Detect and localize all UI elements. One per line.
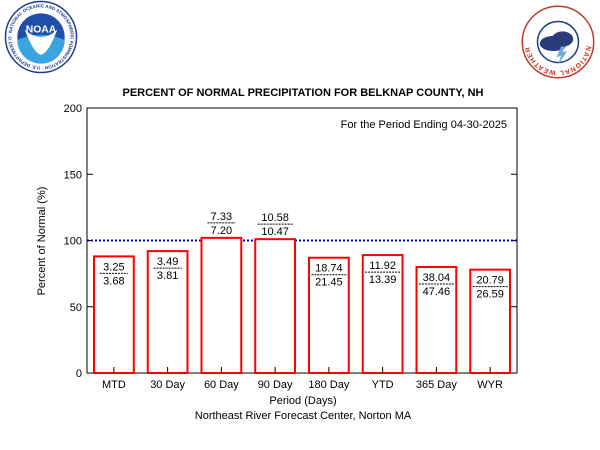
observed-precip-label: 20.79 xyxy=(476,275,504,287)
y-axis: 0 50 100 150 200 xyxy=(64,103,517,380)
bar xyxy=(361,254,404,374)
normal-precip-label: 21.45 xyxy=(315,277,343,289)
y-tick-label: 150 xyxy=(64,169,82,181)
observed-precip-label: 3.25 xyxy=(103,261,124,273)
x-tick-label: MTD xyxy=(102,379,126,391)
observed-precip-label: 18.74 xyxy=(315,263,343,275)
bar xyxy=(92,255,135,374)
bar-series: 3.25 3.68 3.49 3.81 7.33 7.20 10.58 10.47 18.74 2… xyxy=(92,211,512,375)
x-tick-label: WYR xyxy=(477,379,503,391)
normal-precip-label: 3.68 xyxy=(103,275,124,287)
noaa-center-text: NOAA xyxy=(26,25,57,36)
normal-precip-label: 13.39 xyxy=(369,274,397,286)
observed-precip-label: 10.58 xyxy=(261,212,289,224)
chart-title: PERCENT OF NORMAL PRECIPITATION FOR BELK… xyxy=(123,87,484,99)
observed-precip-label: 3.49 xyxy=(157,256,178,268)
bar xyxy=(254,238,297,374)
observed-precip-label: 11.92 xyxy=(369,260,396,272)
bar xyxy=(200,236,243,374)
x-axis: MTD 30 Day 60 Day 90 Day 180 Day YTD 365 Day WY… xyxy=(102,367,503,391)
noaa-logo: NATIONAL OCEANIC AND ATMOSPHERIC ADMINIS… xyxy=(4,0,78,74)
x-tick-label: 90 Day xyxy=(258,379,293,391)
bar xyxy=(415,266,458,374)
bar xyxy=(307,256,350,375)
observed-precip-label: 7.33 xyxy=(211,211,232,223)
x-tick-label: 60 Day xyxy=(204,379,239,391)
source-credit: Northeast River Forecast Center, Norton … xyxy=(195,410,412,422)
x-tick-label: 365 Day xyxy=(416,379,457,391)
y-axis-label: Percent of Normal (%) xyxy=(36,187,48,296)
normal-precip-label: 47.46 xyxy=(423,286,451,298)
normal-precip-label: 26.59 xyxy=(476,289,504,301)
y-tick-label: 50 xyxy=(70,302,82,314)
observed-precip-label: 38.04 xyxy=(423,272,451,284)
x-tick-label: 180 Day xyxy=(308,379,349,391)
nws-logo: NATIONAL WEATHER SERVICE xyxy=(520,4,595,79)
y-tick-label: 0 xyxy=(76,368,82,380)
x-tick-label: YTD xyxy=(372,379,394,391)
normal-precip-label: 3.81 xyxy=(157,270,178,282)
x-tick-label: 30 Day xyxy=(150,379,185,391)
x-axis-label: Period (Days) xyxy=(269,395,336,407)
period-annotation: For the Period Ending 04-30-2025 xyxy=(341,119,507,131)
normal-precip-label: 7.20 xyxy=(211,225,232,237)
bar xyxy=(146,250,189,375)
normal-precip-label: 10.47 xyxy=(261,226,289,238)
y-tick-label: 200 xyxy=(64,103,82,115)
y-tick-label: 100 xyxy=(64,236,82,248)
